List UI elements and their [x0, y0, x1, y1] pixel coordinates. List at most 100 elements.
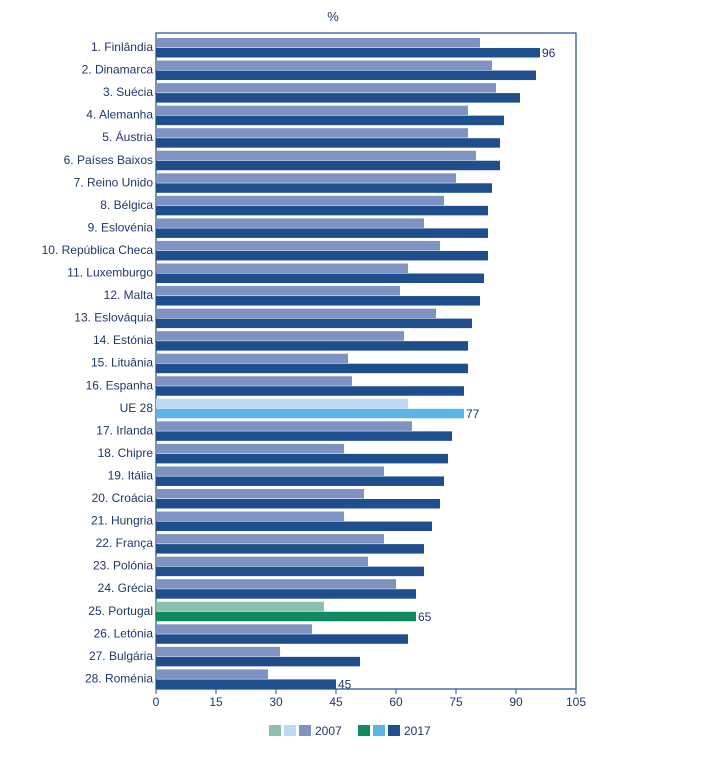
x-tick-label-0: 0	[153, 695, 160, 709]
bar-2007-20-croacia	[156, 489, 364, 499]
bar-2017-25-portugal	[156, 611, 416, 622]
bar-2017-13-eslovaquia	[156, 318, 472, 329]
data-label-28-romenia: 45	[338, 677, 352, 691]
bar-2007-6-paises-baixos	[156, 150, 476, 161]
bar-2007-ue-28	[156, 398, 408, 409]
bar-2017-ue-28	[156, 408, 464, 419]
category-labels: 1. Finlândia 2. Dinamarca 3. Suécia 4. Alem…	[42, 40, 154, 685]
x-tick-label-60: 60	[389, 695, 403, 709]
x-tick-label-30: 30	[269, 695, 283, 709]
bar-2017-3-suecia	[156, 93, 520, 103]
bar-2017-18-chipre	[156, 453, 448, 464]
bar-2007-15-lituania	[156, 353, 348, 364]
data-label-1-finlandia: 96	[542, 46, 556, 60]
bar-2017-17-irlanda	[156, 431, 452, 441]
bar-2007-19-italia	[156, 466, 384, 476]
category-label-ue-28: UE 28	[120, 401, 154, 415]
bar-2017-21-hungria	[156, 521, 432, 532]
bar-2017-24-grecia	[156, 589, 416, 599]
bar-2017-2-dinamarca	[156, 70, 536, 81]
x-tick-label-45: 45	[329, 695, 343, 709]
bar-2017-5-austria	[156, 138, 500, 148]
bar-2017-20-croacia	[156, 499, 440, 509]
category-label-5-austria: 5. Áustria	[102, 129, 153, 144]
bar-2017-26-letonia	[156, 634, 408, 644]
bar-2007-2-dinamarca	[156, 60, 492, 71]
data-labels: 96 77 65 45	[338, 46, 556, 691]
x-tick-label-15: 15	[209, 695, 223, 709]
bar-2017-23-polonia	[156, 566, 424, 577]
legend-label-2007: 2007	[315, 724, 342, 738]
category-label-13-eslovaquia: 13. Eslováquia	[74, 311, 153, 325]
bar-2007-4-alemanha	[156, 105, 468, 116]
bar-2007-25-portugal	[156, 601, 324, 612]
bar-2007-12-malta	[156, 286, 400, 296]
category-label-8-belgica: 8. Bélgica	[100, 198, 153, 212]
x-tick-label-90: 90	[509, 695, 523, 709]
category-label-23-polonia: 23. Polónia	[93, 559, 153, 573]
category-label-18-chipre: 18. Chipre	[98, 446, 154, 460]
category-label-22-franca: 22. França	[96, 536, 154, 550]
bar-2007-23-polonia	[156, 556, 368, 567]
bar-2007-1-finlandia	[156, 38, 480, 48]
category-label-26-letonia: 26. Letónia	[94, 626, 154, 640]
bar-2007-10-republica-checa	[156, 240, 440, 251]
legend-swatch-2007-2	[284, 725, 296, 736]
category-label-1-finlandia: 1. Finlândia	[91, 40, 153, 54]
bar-2007-7-reino-unido	[156, 173, 456, 183]
category-label-19-italia: 19. Itália	[108, 468, 154, 482]
x-tick-label-75: 75	[449, 695, 463, 709]
bar-2017-15-lituania	[156, 363, 468, 374]
bar-2007-9-eslovenia	[156, 218, 424, 228]
category-label-9-eslovenia: 9. Eslovénia	[88, 220, 154, 234]
category-label-7-reino-unido: 7. Reino Unido	[74, 175, 154, 189]
bar-2017-8-belgica	[156, 205, 488, 216]
bar-2017-4-alemanha	[156, 115, 504, 126]
bar-2017-14-estonia	[156, 341, 468, 351]
legend-swatch-2017-1	[358, 725, 370, 736]
bar-2007-18-chipre	[156, 443, 344, 454]
bar-2007-28-romenia	[156, 669, 268, 679]
category-label-11-luxemburgo: 11. Luxemburgo	[67, 266, 153, 280]
bar-2017-19-italia	[156, 476, 444, 486]
bar-2017-9-eslovenia	[156, 228, 488, 238]
data-label-25-portugal: 65	[418, 610, 432, 624]
bar-2007-26-letonia	[156, 624, 312, 634]
category-label-25-portugal: 25. Portugal	[88, 604, 153, 618]
x-axis-ticks: 0 15 30 45 60 75 90 105	[153, 689, 586, 709]
bar-2017-12-malta	[156, 296, 480, 306]
legend-swatch-2007-3	[299, 725, 311, 736]
bar-2017-16-espanha	[156, 386, 464, 396]
bar-2017-28-romenia	[156, 679, 336, 689]
category-label-6-paises-baixos: 6. Países Baixos	[64, 153, 153, 167]
bar-2007-3-suecia	[156, 83, 496, 93]
bar-2007-8-belgica	[156, 195, 444, 206]
category-label-16-espanha: 16. Espanha	[86, 378, 154, 392]
legend-swatch-2017-3	[388, 725, 400, 736]
bar-2017-6-paises-baixos	[156, 160, 500, 171]
bar-2007-22-franca	[156, 534, 384, 544]
bar-2017-11-luxemburgo	[156, 273, 484, 283]
bar-2007-24-grecia	[156, 579, 396, 589]
legend-swatch-2007-1	[269, 725, 281, 736]
bar-2017-7-reino-unido	[156, 183, 492, 193]
category-label-15-lituania: 15. Lituânia	[91, 356, 153, 370]
category-label-24-grecia: 24. Grécia	[98, 581, 154, 595]
category-label-27-bulgaria: 27. Bulgária	[89, 649, 153, 663]
category-label-28-romenia: 28. Roménia	[85, 671, 153, 685]
bars-group	[156, 38, 540, 689]
bar-2017-10-republica-checa	[156, 250, 488, 261]
bar-2007-5-austria	[156, 128, 468, 138]
x-tick-label-105: 105	[566, 695, 586, 709]
legend: 2007 2017	[269, 724, 431, 738]
category-label-10-republica-checa: 10. República Checa	[42, 243, 154, 257]
bar-2017-27-bulgaria	[156, 656, 360, 667]
bar-2007-21-hungria	[156, 511, 344, 522]
bar-2007-11-luxemburgo	[156, 263, 408, 273]
bar-2017-1-finlandia	[156, 48, 540, 58]
bar-2007-17-irlanda	[156, 421, 412, 431]
category-label-12-malta: 12. Malta	[104, 288, 154, 302]
legend-label-2017: 2017	[404, 724, 431, 738]
bar-2007-27-bulgaria	[156, 646, 280, 657]
bar-2007-13-eslovaquia	[156, 308, 436, 319]
